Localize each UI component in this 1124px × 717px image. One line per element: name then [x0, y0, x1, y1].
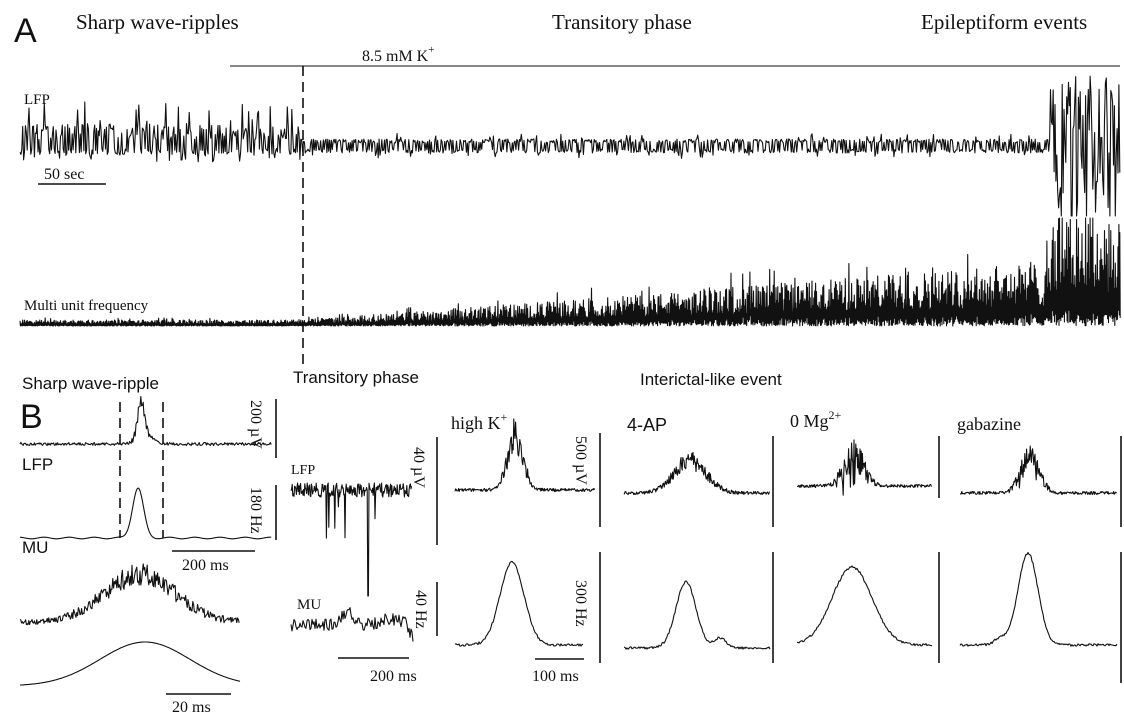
swr-mu-label: MU — [22, 538, 48, 557]
panel-b-letter: B — [20, 398, 43, 436]
interictal-frequency-scale-label: 300 Hz — [572, 580, 589, 627]
phase-label-sharp-wave-ripples: Sharp wave-ripples — [76, 10, 239, 34]
high-k-mu-trace — [454, 560, 584, 647]
4ap-mu-trace — [623, 580, 771, 650]
zoom-time-scale-label: 20 ms — [172, 699, 211, 716]
condition-high-k-label: high K+ — [451, 410, 508, 433]
mu-trace-label-a: Multi unit frequency — [24, 298, 149, 314]
lfp-trace-label-a: LFP — [24, 92, 50, 108]
0mg-lfp-trace — [797, 439, 932, 496]
phase-label-epileptiform: Epileptiform events — [921, 10, 1087, 34]
condition-4ap-label: 4-AP — [627, 415, 667, 435]
lfp-long-trace — [19, 75, 1121, 217]
high-k-lfp-trace — [454, 418, 596, 493]
swr-zoomed-mu-trace — [19, 563, 240, 626]
transitory-time-scale-label: 200 ms — [370, 668, 417, 685]
swr-mu-frequency-trace — [19, 487, 272, 540]
interictal-amplitude-scale-label: 500 µV — [572, 436, 589, 485]
treatment-label: 8.5 mM K+ — [362, 44, 434, 65]
interictal-event-title: Interictal-like event — [640, 370, 782, 389]
phase-label-transitory: Transitory phase — [552, 10, 692, 34]
transitory-mu-trace — [290, 607, 414, 642]
4ap-lfp-trace — [623, 451, 771, 495]
panel-a-letter: A — [14, 12, 37, 50]
interictal-time-scale-label: 100 ms — [532, 668, 579, 685]
transitory-frequency-scale-label: 40 Hz — [412, 590, 429, 629]
transitory-lfp-trace — [290, 482, 413, 597]
swr-lfp-trace — [19, 395, 272, 447]
sharp-wave-ripple-title: Sharp wave-ripple — [22, 374, 159, 393]
condition-gabazine-label: gabazine — [957, 414, 1021, 434]
gabazine-lfp-trace — [959, 445, 1117, 496]
gabazine-mu-trace — [959, 551, 1118, 647]
condition-0mg-label: 0 Mg2+ — [790, 408, 842, 431]
transitory-amplitude-scale-label: 40 µV — [410, 447, 427, 488]
swr-lfp-label: LFP — [22, 455, 53, 474]
transitory-lfp-label: LFP — [291, 463, 315, 478]
transitory-mu-label: MU — [297, 597, 321, 613]
swr-time-scale-label: 200 ms — [182, 557, 229, 574]
multi-unit-frequency-long-trace — [19, 217, 1121, 327]
transitory-phase-title: Transitory phase — [293, 368, 419, 387]
swr-smoothed-envelope-trace — [19, 641, 241, 686]
0mg-mu-trace — [796, 565, 933, 647]
swr-amplitude-scale-label: 200 µV — [247, 400, 264, 449]
time-scale-label-50s: 50 sec — [44, 166, 84, 183]
swr-frequency-scale-label: 180 Hz — [247, 487, 264, 534]
